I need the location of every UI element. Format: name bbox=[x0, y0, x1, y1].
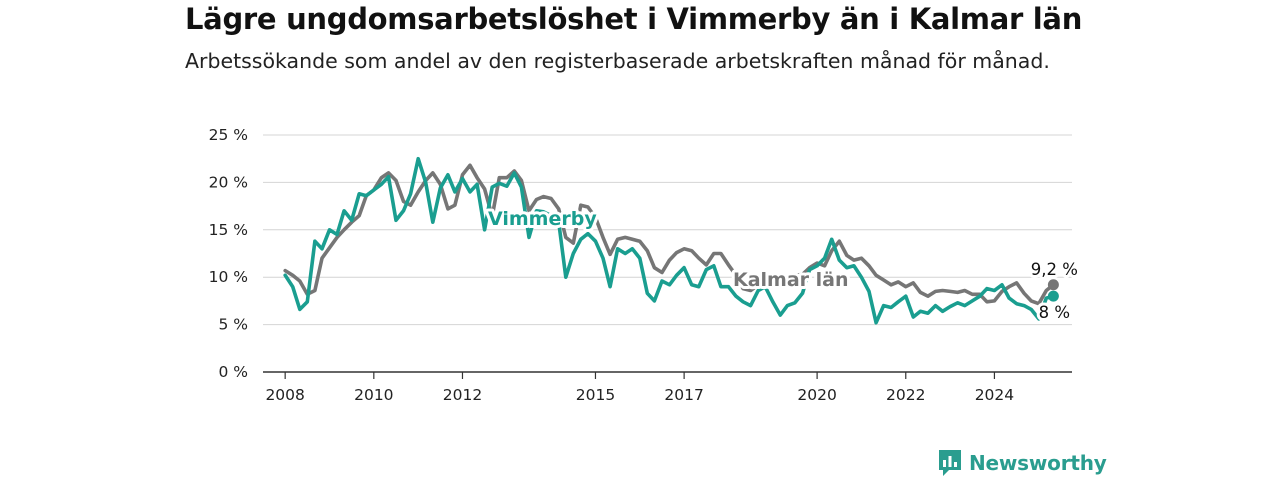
y-tick-label: 15 % bbox=[209, 221, 248, 239]
x-tick-label: 2012 bbox=[443, 386, 482, 404]
x-tick-label: 2010 bbox=[354, 386, 393, 404]
end-point-kalmar-lan bbox=[1047, 279, 1059, 291]
axes: 0 % 5 % 10 % 15 % 20 % 25 % 2008 2010 2012 2015 20… bbox=[209, 126, 1072, 404]
x-tick-label: 2017 bbox=[664, 386, 703, 404]
chart-subtitle: Arbetssökande som andel av den registerb… bbox=[185, 49, 1050, 73]
gridlines bbox=[263, 134, 1072, 326]
x-tick-label: 2022 bbox=[886, 386, 925, 404]
series-label-kalmar-lan: Kalmar län bbox=[733, 269, 849, 291]
end-value-vimmerby: 8 % bbox=[1039, 303, 1070, 322]
brand-logo: Newsworthy bbox=[937, 448, 1107, 478]
series-line-vimmerby bbox=[283, 156, 1056, 325]
y-tick-label: 5 % bbox=[218, 316, 248, 334]
end-point-vimmerby bbox=[1047, 290, 1059, 302]
series-line-kalmar-län bbox=[283, 163, 1056, 306]
x-tick-label: 2020 bbox=[797, 386, 836, 404]
y-tick-label: 25 % bbox=[209, 126, 248, 144]
end-value-kalmar-lan: 9,2 % bbox=[1031, 260, 1078, 279]
series-lines bbox=[283, 156, 1059, 325]
x-tick-label: 2015 bbox=[576, 386, 615, 404]
chart-title: Lägre ungdomsarbetslöshet i Vimmerby än … bbox=[185, 2, 1083, 36]
series-labels: Vimmerby Kalmar län 9,2 % 8 % bbox=[485, 205, 1081, 325]
x-tick-label: 2008 bbox=[265, 386, 304, 404]
y-tick-label: 10 % bbox=[209, 268, 248, 286]
brand-name: Newsworthy bbox=[969, 451, 1107, 475]
y-tick-label: 20 % bbox=[209, 173, 248, 191]
series-label-vimmerby: Vimmerby bbox=[488, 208, 597, 230]
newsworthy-logo-icon bbox=[939, 450, 961, 476]
x-tick-label: 2024 bbox=[975, 386, 1014, 404]
y-tick-label: 0 % bbox=[218, 363, 248, 381]
